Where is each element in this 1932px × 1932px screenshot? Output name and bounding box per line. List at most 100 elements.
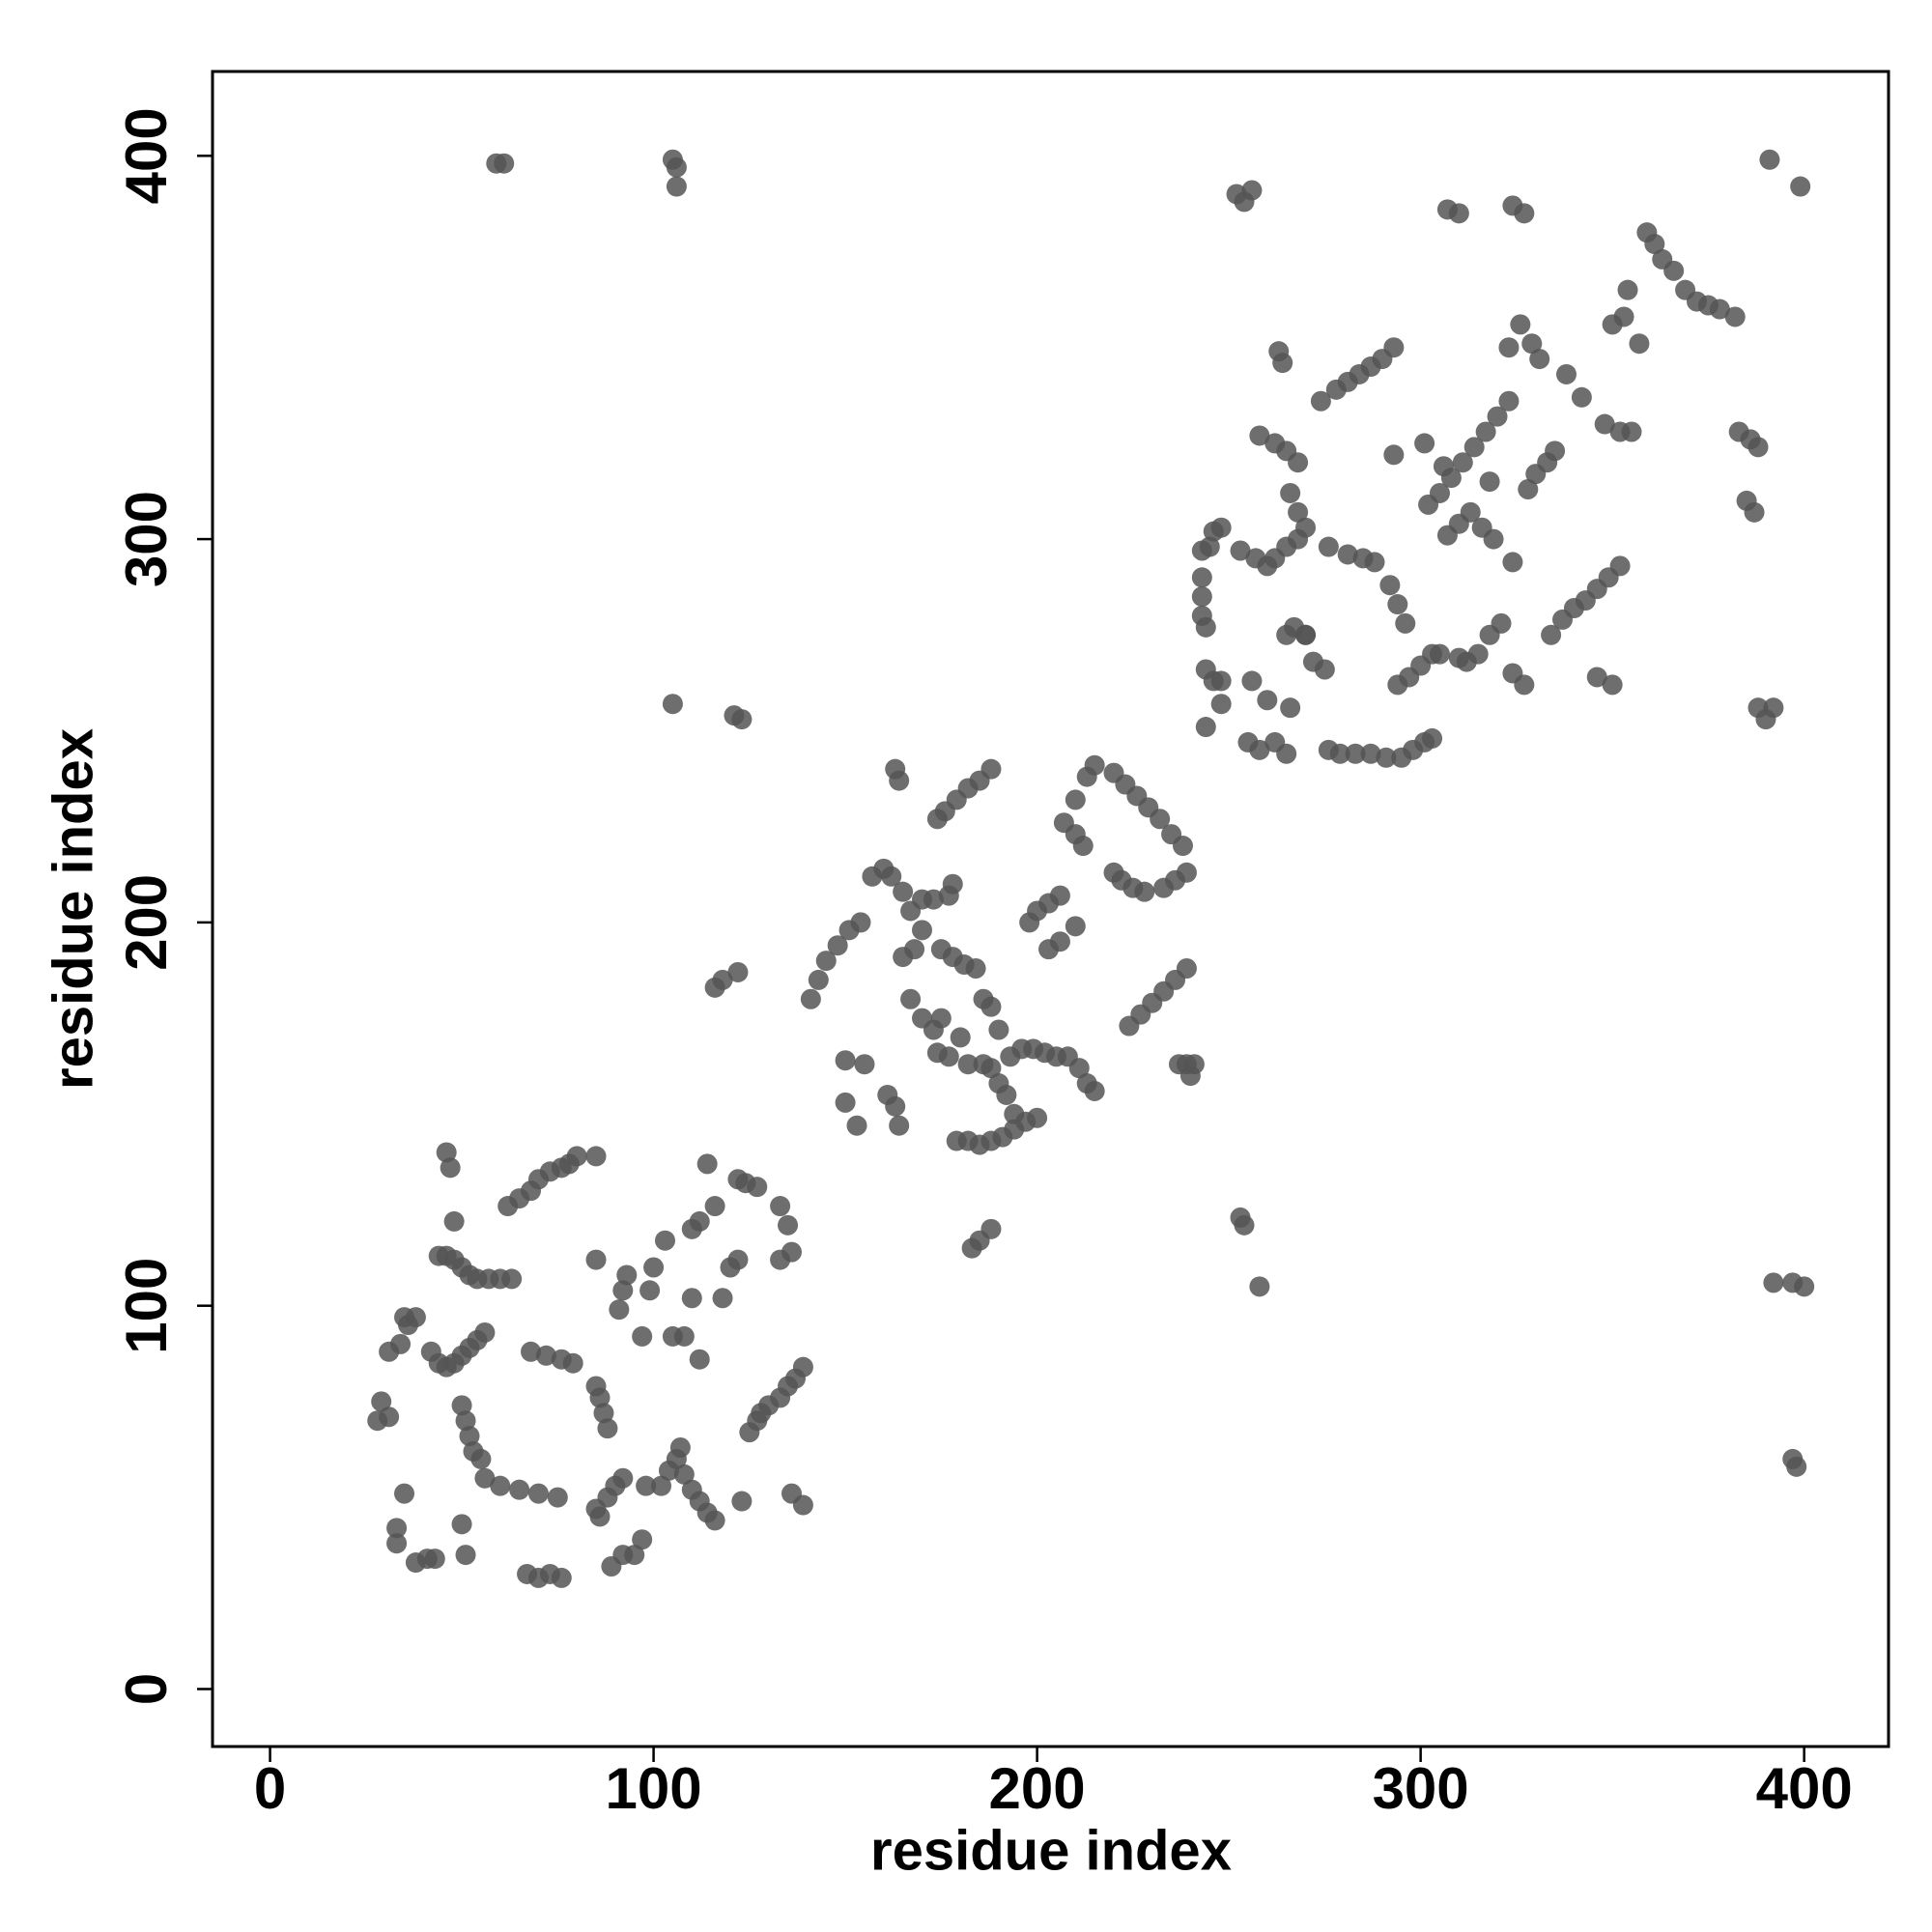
- point: [988, 1019, 1009, 1040]
- point: [1498, 337, 1520, 358]
- point: [778, 1214, 799, 1236]
- point: [1210, 670, 1232, 692]
- point: [1763, 697, 1784, 719]
- y-tick-label: 400: [114, 107, 179, 204]
- point: [1602, 674, 1623, 696]
- point: [535, 1345, 556, 1366]
- point: [1529, 349, 1550, 370]
- point: [1169, 1054, 1190, 1075]
- point: [405, 1307, 426, 1328]
- point: [696, 1153, 718, 1175]
- point: [1644, 234, 1665, 255]
- point: [547, 1487, 568, 1508]
- point: [980, 996, 1002, 1017]
- point: [1172, 836, 1193, 857]
- point: [1552, 609, 1574, 630]
- point: [669, 1436, 691, 1458]
- point: [639, 1280, 661, 1301]
- point: [938, 1046, 959, 1067]
- plot-frame: [211, 70, 1890, 1748]
- point: [1195, 616, 1216, 638]
- point: [609, 1299, 630, 1321]
- point: [942, 873, 963, 895]
- point: [527, 1483, 549, 1504]
- point: [1337, 544, 1358, 565]
- point: [1210, 517, 1232, 538]
- point: [390, 1333, 412, 1354]
- point: [1433, 456, 1454, 477]
- point: [1724, 306, 1746, 327]
- point: [1475, 421, 1496, 442]
- point: [451, 1514, 472, 1535]
- point: [808, 969, 829, 990]
- point: [1360, 743, 1381, 764]
- point: [1257, 690, 1278, 711]
- point: [904, 939, 925, 960]
- x-tick-label: 100: [606, 1756, 702, 1821]
- point: [1744, 501, 1765, 523]
- point: [1295, 624, 1317, 645]
- point: [474, 1467, 496, 1489]
- point: [1191, 586, 1212, 608]
- point: [1264, 433, 1286, 454]
- point: [1510, 314, 1531, 335]
- x-axis-label: residue index: [870, 1819, 1232, 1882]
- point: [1609, 555, 1631, 577]
- point: [965, 958, 986, 980]
- point: [1663, 260, 1685, 281]
- point: [1521, 333, 1543, 355]
- point: [1436, 199, 1458, 220]
- point: [889, 770, 910, 791]
- point: [1345, 743, 1366, 764]
- point: [1272, 353, 1293, 374]
- point: [727, 1249, 749, 1270]
- point: [632, 1529, 653, 1550]
- point: [1383, 444, 1405, 466]
- point: [662, 694, 683, 715]
- point: [1134, 881, 1155, 902]
- point: [1545, 440, 1566, 462]
- point: [1621, 421, 1642, 442]
- point: [996, 1084, 1017, 1105]
- point: [651, 1475, 672, 1496]
- point: [911, 920, 932, 941]
- point: [1295, 517, 1317, 538]
- point: [1395, 612, 1416, 634]
- point: [731, 709, 753, 730]
- point: [704, 1510, 725, 1531]
- point: [747, 1177, 768, 1198]
- point: [459, 1426, 480, 1447]
- point: [1491, 612, 1512, 634]
- point: [1467, 643, 1489, 665]
- point: [1210, 694, 1232, 715]
- point: [1084, 754, 1105, 776]
- point: [1790, 176, 1811, 197]
- point: [436, 1142, 457, 1163]
- point: [1571, 386, 1592, 408]
- point: [881, 866, 902, 887]
- point: [1084, 1080, 1105, 1101]
- point: [1310, 390, 1331, 412]
- point: [379, 1406, 400, 1428]
- point: [451, 1395, 472, 1416]
- point: [455, 1410, 476, 1432]
- point: [704, 1196, 725, 1217]
- point: [636, 1475, 657, 1496]
- point: [1027, 1107, 1048, 1128]
- point: [424, 1548, 445, 1570]
- point: [1452, 452, 1473, 473]
- point: [1487, 406, 1508, 427]
- point: [1288, 501, 1309, 523]
- point: [455, 1545, 476, 1566]
- point: [712, 969, 733, 990]
- point: [689, 1349, 710, 1370]
- point: [632, 1325, 653, 1347]
- point: [585, 1146, 607, 1167]
- point: [470, 1448, 492, 1469]
- point: [1280, 482, 1301, 503]
- point: [666, 156, 687, 178]
- point: [1794, 1276, 1815, 1297]
- point: [731, 1491, 753, 1512]
- point: [1429, 482, 1450, 503]
- point: [889, 1115, 910, 1136]
